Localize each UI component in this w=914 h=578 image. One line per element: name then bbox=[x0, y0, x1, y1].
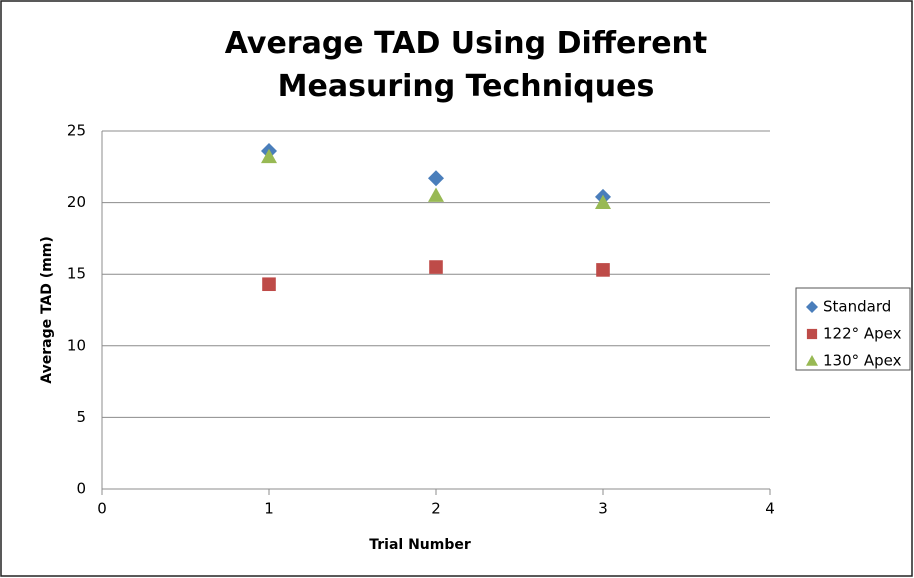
y-tick-label: 5 bbox=[76, 408, 86, 426]
y-tick-label: 15 bbox=[67, 265, 86, 283]
legend-marker bbox=[806, 328, 818, 340]
data-point bbox=[428, 187, 444, 202]
legend-label: 122° Apex bbox=[823, 325, 902, 343]
legend-label: Standard bbox=[823, 298, 891, 316]
y-tick-label: 20 bbox=[67, 193, 86, 211]
y-tick-label: 0 bbox=[76, 480, 86, 498]
data-point bbox=[428, 170, 444, 187]
x-axis-title: Trial Number bbox=[369, 537, 471, 553]
x-tick-label: 0 bbox=[97, 500, 107, 518]
x-tick-label: 4 bbox=[765, 500, 775, 518]
x-tick-label: 2 bbox=[431, 500, 441, 518]
data-point bbox=[429, 260, 443, 274]
y-tick-label: 25 bbox=[67, 122, 86, 140]
chart-title: Average TAD Using Different Measuring Te… bbox=[224, 26, 708, 104]
data-point bbox=[595, 194, 611, 209]
x-tick-label: 3 bbox=[598, 500, 608, 518]
legend-box bbox=[795, 287, 911, 371]
legend-marker bbox=[806, 301, 818, 313]
data-point bbox=[596, 263, 610, 277]
data-point bbox=[261, 148, 277, 164]
data-point bbox=[262, 277, 276, 292]
legend-label: 130° Apex bbox=[823, 352, 902, 370]
legend-marker bbox=[806, 355, 818, 366]
y-axis-title: Average TAD (mm) bbox=[39, 236, 55, 383]
x-tick-label: 1 bbox=[264, 500, 274, 518]
y-tick-label: 10 bbox=[67, 336, 86, 354]
